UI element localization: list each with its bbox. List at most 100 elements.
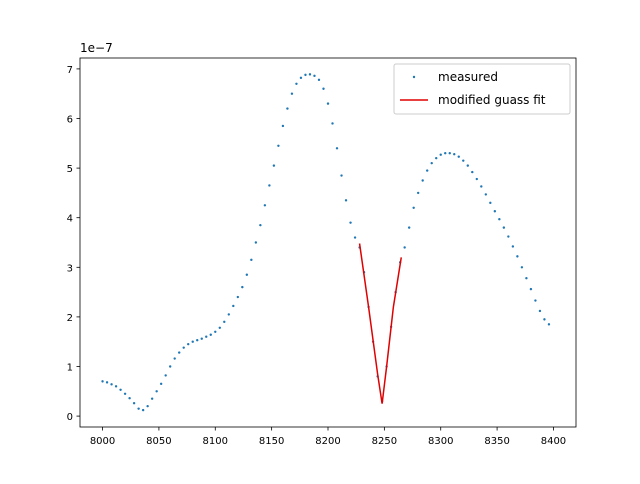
point [232,304,235,308]
point [164,374,167,377]
y-tick-label: 0 [67,412,73,423]
y-tick-label: 6 [67,115,73,126]
point [123,392,127,395]
point [173,357,176,360]
point [110,383,113,386]
point [453,153,456,156]
point [520,266,524,269]
point [403,246,406,249]
point [313,74,316,78]
point [308,73,312,76]
point [227,313,230,316]
point [295,82,298,85]
point [457,155,460,158]
x-tick-label: 8000 [90,436,115,447]
y-tick-label: 3 [67,263,73,274]
point [191,340,194,343]
point [502,226,506,229]
x-tick-label: 8300 [428,436,453,447]
point [511,245,515,248]
point [299,76,303,80]
point [254,241,258,244]
x-tick-label: 8100 [203,436,228,447]
point [101,380,104,383]
point [349,221,352,224]
fit-line [358,243,403,404]
point [529,287,533,291]
y-tick-label: 7 [67,65,73,76]
point [241,285,244,289]
y-tick-label: 1 [67,362,73,373]
point [114,385,118,388]
point [448,152,451,155]
point [263,204,267,207]
point [290,92,294,95]
point [317,78,321,82]
point [214,330,217,333]
point [223,320,226,324]
x-tick-label: 8250 [372,436,397,447]
point [534,299,537,302]
offset-text: 1e−7 [80,41,113,55]
point [236,295,240,299]
point [250,258,253,262]
point [480,185,483,188]
point [516,255,519,258]
point [344,199,348,202]
point [435,156,438,160]
point [304,73,307,77]
y-tick-label: 2 [67,313,73,324]
point [182,346,185,349]
point [196,339,199,342]
point [146,404,149,408]
point [259,223,262,227]
point [218,326,221,330]
point [322,87,325,90]
point [462,159,465,162]
point [412,206,415,209]
point [178,351,181,354]
x-tick-label: 8200 [315,436,340,447]
x-tick-label: 8050 [146,436,171,447]
point [331,122,334,125]
point [439,153,442,156]
point [205,335,208,338]
axes-frame [79,57,577,428]
point [105,381,109,384]
legend-marker [412,75,416,79]
point [547,323,551,326]
point [286,107,289,110]
point [466,164,469,167]
point [168,365,172,368]
y-tick-label: 5 [67,164,73,175]
point [475,177,478,181]
point [159,382,163,386]
point [187,342,190,346]
point [471,170,474,174]
point [200,337,203,340]
point [416,191,420,195]
point [353,236,357,239]
point [268,184,271,187]
point [277,144,280,147]
point [281,124,285,128]
point [150,397,154,400]
point [507,235,510,238]
point [155,390,158,393]
legend-box [393,63,571,115]
x-tick-label: 8350 [484,436,509,447]
point [119,388,122,392]
point [426,169,429,172]
y-tick-label: 4 [67,214,73,225]
point [484,193,488,196]
point [209,333,212,336]
point [272,164,276,167]
x-tick-label: 8150 [259,436,284,447]
point [132,401,136,405]
point [498,217,501,221]
point [326,102,330,105]
point [335,147,339,150]
point [444,152,447,155]
